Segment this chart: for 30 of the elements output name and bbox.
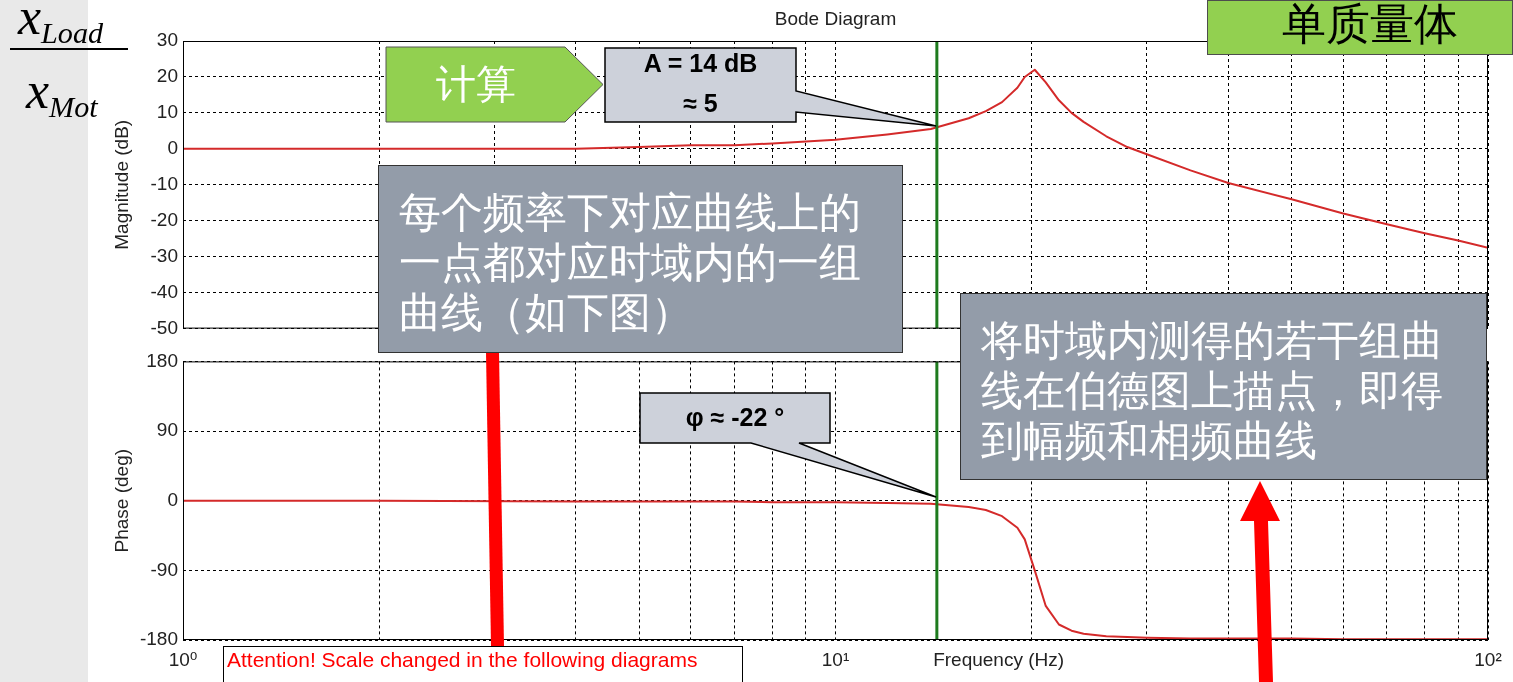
- y-tick-label: 0: [167, 137, 178, 159]
- y-axis-title: Magnitude (dB): [111, 119, 133, 250]
- text: Attention! Scale changed in the following diagrams: [223, 646, 743, 682]
- x-axis-title: Frequency (Hz): [933, 649, 1065, 671]
- y-tick-label: 180: [146, 349, 178, 371]
- y-tick-label: 0: [167, 488, 178, 510]
- annotation: 将时域内测得的若干组曲线在伯德图上描点，即得到幅频和相频曲线: [960, 293, 1487, 480]
- annotation: φ ≈ -22 °: [684, 402, 786, 433]
- y-tick-label: 90: [156, 419, 178, 441]
- y-tick-label: -90: [150, 558, 178, 580]
- y-tick-label: -30: [150, 244, 178, 266]
- annotation: 计算: [435, 60, 517, 109]
- x-tick-label: 10⁰: [168, 648, 198, 670]
- y-tick-label: 30: [156, 29, 178, 51]
- y-tick-label: -20: [150, 208, 178, 230]
- y-tick-label: 10: [156, 101, 178, 123]
- x-tick-label: 10²: [1474, 648, 1502, 670]
- chart-title: Bode Diagram: [774, 8, 897, 30]
- y-tick-label: 20: [156, 65, 178, 87]
- annotation: 每个频率下对应曲线上的一点都对应时域内的一组曲线（如下图）: [378, 165, 903, 353]
- y-tick-label: -40: [150, 280, 178, 302]
- y-tick-label: -50: [150, 316, 178, 338]
- y-axis-title: Phase (deg): [111, 448, 133, 553]
- annotation: 单质量体: [1207, 0, 1513, 55]
- x-tick-label: 10¹: [821, 648, 850, 670]
- y-tick-label: -180: [139, 628, 178, 650]
- annotation: A = 14 dB ≈ 5: [642, 48, 759, 119]
- text: x$_{Load}$: [10, 0, 128, 51]
- y-tick-label: -10: [150, 173, 178, 195]
- text: x$_{Mot}$: [26, 62, 98, 125]
